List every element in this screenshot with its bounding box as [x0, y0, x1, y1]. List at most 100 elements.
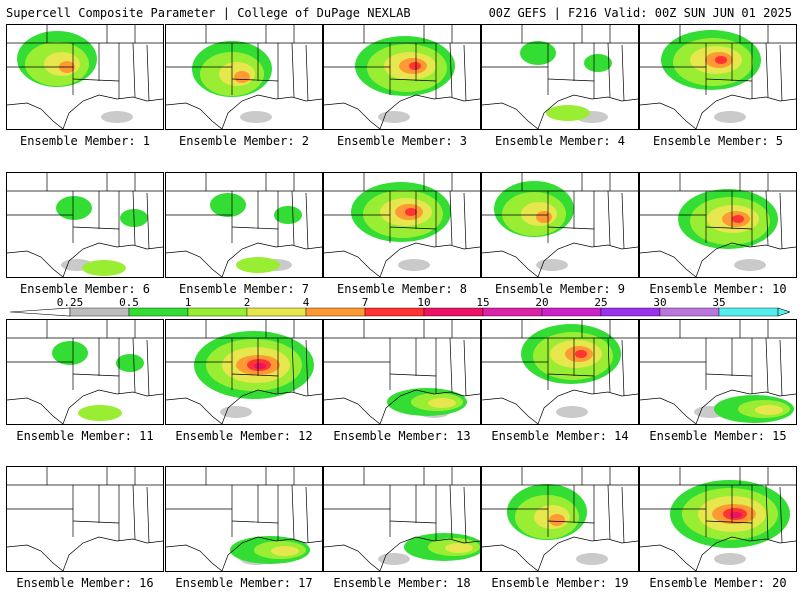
boundary-line — [449, 337, 453, 393]
member-caption: Ensemble Member: 12 — [175, 429, 313, 443]
boundary-line — [765, 484, 769, 540]
boundary-line — [379, 94, 480, 129]
member-caption: Ensemble Member: 15 — [649, 429, 787, 443]
scp-contour — [274, 206, 302, 224]
colorbar-tick-label: 0.25 — [57, 296, 84, 309]
map-panel-member-19 — [481, 466, 639, 572]
member-caption: Ensemble Member: 9 — [494, 282, 626, 296]
boundary-line — [166, 397, 223, 424]
member-caption: Ensemble Member: 2 — [178, 134, 310, 148]
map-field — [482, 25, 638, 129]
member-caption: Ensemble Member: 10 — [649, 282, 787, 296]
map-field — [640, 467, 796, 571]
map-field — [640, 320, 796, 424]
scp-contour — [82, 260, 126, 276]
scp-contour — [556, 406, 588, 418]
scp-contour — [755, 405, 783, 415]
boundary-line — [779, 486, 783, 544]
boundary-line — [221, 536, 322, 571]
boundary-line — [291, 337, 295, 393]
map-field — [166, 173, 322, 277]
boundary-line — [324, 250, 381, 277]
boundary-line — [324, 397, 381, 424]
map-panel-member-4 — [481, 24, 639, 130]
colorbar-tick-label: 0.5 — [119, 296, 139, 309]
boundary-line — [640, 361, 707, 390]
colorbar-swatch — [482, 307, 543, 317]
boundary-line — [607, 190, 611, 246]
member-caption: Ensemble Member: 16 — [16, 576, 154, 590]
boundary-line — [537, 389, 638, 424]
scp-contour — [220, 406, 252, 418]
colorbar-tick-label: 15 — [476, 296, 489, 309]
map-panel-member-14 — [481, 319, 639, 425]
colorbar-swatch — [659, 307, 720, 317]
map-panel-member-18 — [323, 466, 481, 572]
map-field — [324, 320, 480, 424]
colorbar-high-arrow — [777, 307, 790, 317]
map-panel-member-2 — [165, 24, 323, 130]
scp-contour — [428, 398, 456, 408]
boundary-line — [621, 339, 625, 397]
colorbar-swatch — [305, 307, 366, 317]
boundary-line — [537, 94, 638, 129]
boundary-line — [7, 250, 64, 277]
boundary-line — [166, 214, 233, 243]
scp-contour — [536, 211, 552, 223]
scp-contour — [398, 259, 430, 271]
member-caption: Ensemble Member: 3 — [336, 134, 468, 148]
boundary-line — [132, 337, 136, 393]
scp-contour — [734, 259, 766, 271]
colorbar-tick-label: 7 — [362, 296, 369, 309]
scp-contour — [271, 546, 299, 556]
scp-contour — [714, 111, 746, 123]
boundary-line — [62, 242, 163, 277]
scp-contour — [732, 215, 744, 223]
boundary-line — [449, 190, 453, 246]
boundary-line — [324, 544, 381, 571]
map-panel-member-15 — [639, 319, 797, 425]
colorbar-tick-label: 2 — [244, 296, 251, 309]
boundary-line — [166, 102, 223, 129]
boundary-line — [765, 337, 769, 393]
map-panel-member-13 — [323, 319, 481, 425]
boundary-line — [449, 484, 453, 540]
boundary-line — [640, 397, 697, 424]
boundary-line — [695, 536, 796, 571]
colorbar-low-arrow — [10, 307, 71, 317]
boundary-line — [779, 339, 783, 397]
scp-contour — [234, 71, 250, 83]
boundary-line — [62, 94, 163, 129]
colorbar-swatch — [246, 307, 307, 317]
map-panel-member-1 — [6, 24, 164, 130]
member-caption: Ensemble Member: 18 — [333, 576, 471, 590]
scp-contour — [536, 259, 568, 271]
scp-contour — [378, 553, 410, 565]
boundary-line — [7, 397, 64, 424]
map-field — [324, 25, 480, 129]
boundary-line — [291, 42, 295, 98]
map-panel-member-11 — [6, 319, 164, 425]
boundary-line — [166, 508, 233, 537]
colorbar-swatch — [600, 307, 661, 317]
boundary-line — [463, 192, 467, 250]
boundary-line — [537, 536, 638, 571]
member-caption: Ensemble Member: 14 — [491, 429, 629, 443]
boundary-line — [482, 102, 539, 129]
valid-time-label: 00Z GEFS | F216 Valid: 00Z SUN JUN 01 20… — [488, 6, 792, 20]
boundary-line — [324, 508, 391, 537]
boundary-line — [607, 484, 611, 540]
member-caption: Ensemble Member: 7 — [178, 282, 310, 296]
map-panel-member-9 — [481, 172, 639, 278]
map-field — [166, 320, 322, 424]
map-field — [640, 25, 796, 129]
scp-contour — [52, 341, 88, 365]
scp-contour — [546, 105, 590, 121]
boundary-line — [305, 192, 309, 250]
map-panel-member-6 — [6, 172, 164, 278]
boundary-line — [621, 192, 625, 250]
boundary-line — [305, 339, 309, 397]
map-panel-member-5 — [639, 24, 797, 130]
boundary-line — [695, 389, 796, 424]
boundary-line — [449, 42, 453, 98]
